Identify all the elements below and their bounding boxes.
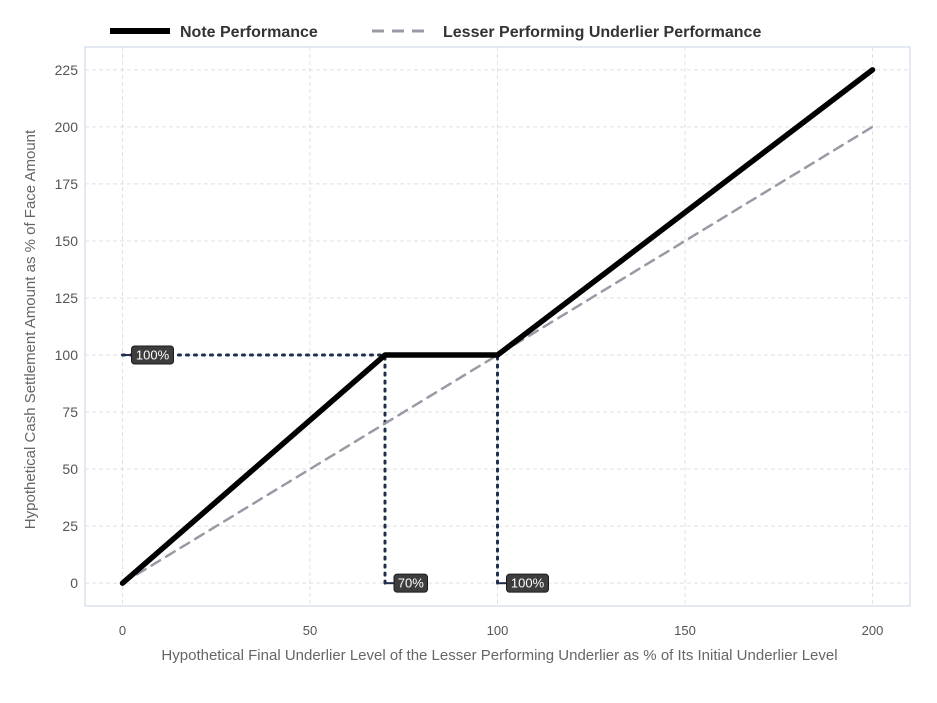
annotation-labels: 100% 70% 100%	[122, 345, 549, 593]
annotation-label: 100%	[511, 576, 545, 591]
x-tick-label: 50	[303, 623, 317, 638]
legend: Note Performance Lesser Performing Underl…	[110, 24, 761, 41]
series-group	[119, 67, 876, 586]
y-tick-label: 125	[55, 290, 79, 306]
legend-label-note: Note Performance	[180, 24, 318, 41]
x-tick-label: 150	[674, 623, 696, 638]
annotation-label: 100%	[136, 348, 170, 363]
reference-lines	[121, 353, 499, 585]
legend-label-underlier: Lesser Performing Underlier Performance	[443, 24, 761, 41]
y-tick-label: 75	[62, 404, 78, 420]
annotation-box	[393, 573, 428, 593]
grid-lines	[85, 47, 910, 606]
plot-area	[84, 46, 911, 607]
y-tick-label: 50	[62, 461, 78, 477]
annotation-box	[131, 345, 174, 365]
note-performance-line	[119, 67, 876, 586]
x-axis-title: Hypothetical Final Underlier Level of th…	[161, 647, 837, 664]
tick-labels: 0 50 100 150 200 0 25 50 75 100 125 150 175 200 225	[55, 62, 884, 638]
x-tick-label: 200	[862, 623, 884, 638]
y-tick-label: 100	[55, 347, 79, 363]
y-tick-label: 175	[55, 176, 79, 192]
annotation-label: 70%	[398, 576, 424, 591]
underlier-performance-line	[121, 125, 874, 585]
y-tick-label: 25	[62, 518, 78, 534]
y-tick-label: 200	[55, 119, 79, 135]
y-axis-title: Hypothetical Cash Settlement Amount as %…	[22, 129, 39, 529]
x-tick-label: 100	[487, 623, 509, 638]
y-tick-label: 0	[70, 575, 78, 591]
y-tick-label: 150	[55, 233, 79, 249]
x-tick-label: 0	[119, 623, 126, 638]
y-tick-label: 225	[55, 62, 79, 78]
annotation-box	[506, 573, 549, 593]
